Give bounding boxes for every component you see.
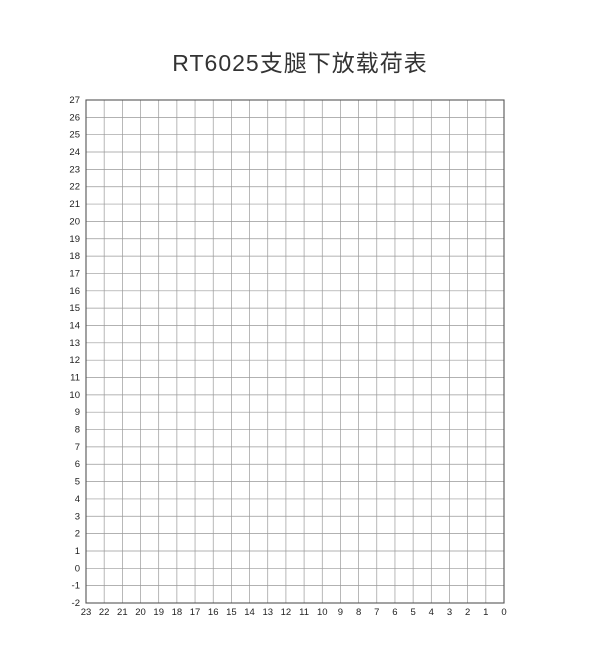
svg-text:2: 2 <box>75 529 80 540</box>
svg-text:20: 20 <box>69 216 80 227</box>
svg-text:6: 6 <box>75 459 80 470</box>
svg-text:13: 13 <box>262 607 273 618</box>
svg-text:4: 4 <box>75 494 80 505</box>
svg-text:14: 14 <box>244 607 255 618</box>
svg-text:10: 10 <box>69 390 80 401</box>
svg-text:9: 9 <box>338 607 343 618</box>
svg-text:25: 25 <box>69 130 80 141</box>
svg-text:10: 10 <box>317 607 328 618</box>
svg-text:21: 21 <box>69 199 80 210</box>
svg-text:5: 5 <box>410 607 415 618</box>
svg-text:18: 18 <box>172 607 183 618</box>
svg-text:13: 13 <box>69 338 80 349</box>
svg-text:-2: -2 <box>72 598 80 609</box>
svg-text:11: 11 <box>299 607 309 618</box>
svg-text:12: 12 <box>69 355 80 366</box>
svg-text:14: 14 <box>69 320 80 331</box>
svg-text:1: 1 <box>483 607 488 618</box>
svg-text:5: 5 <box>75 477 80 488</box>
svg-text:9: 9 <box>75 407 80 418</box>
svg-text:26: 26 <box>69 112 80 123</box>
svg-text:23: 23 <box>81 607 92 618</box>
svg-text:19: 19 <box>69 234 80 245</box>
svg-text:12: 12 <box>281 607 292 618</box>
svg-text:-1: -1 <box>72 581 80 592</box>
svg-text:8: 8 <box>356 607 361 618</box>
svg-text:27: 27 <box>69 95 80 106</box>
svg-text:15: 15 <box>69 303 80 314</box>
svg-text:3: 3 <box>447 607 452 618</box>
svg-text:3: 3 <box>75 511 80 522</box>
svg-text:21: 21 <box>117 607 128 618</box>
svg-text:1: 1 <box>75 546 80 557</box>
svg-text:17: 17 <box>69 268 80 279</box>
svg-text:16: 16 <box>208 607 219 618</box>
svg-text:6: 6 <box>392 607 397 618</box>
svg-text:4: 4 <box>429 607 434 618</box>
svg-text:2: 2 <box>465 607 470 618</box>
svg-text:0: 0 <box>75 563 80 574</box>
svg-text:23: 23 <box>69 164 80 175</box>
svg-text:20: 20 <box>135 607 146 618</box>
svg-text:7: 7 <box>374 607 379 618</box>
svg-text:22: 22 <box>99 607 110 618</box>
svg-text:15: 15 <box>226 607 237 618</box>
svg-text:16: 16 <box>69 286 80 297</box>
svg-text:8: 8 <box>75 425 80 436</box>
svg-text:18: 18 <box>69 251 80 262</box>
svg-text:11: 11 <box>70 373 80 384</box>
svg-text:0: 0 <box>501 607 506 618</box>
svg-text:17: 17 <box>190 607 201 618</box>
svg-text:22: 22 <box>69 182 80 193</box>
svg-text:19: 19 <box>153 607 164 618</box>
svg-text:7: 7 <box>75 442 80 453</box>
svg-text:24: 24 <box>69 147 80 158</box>
